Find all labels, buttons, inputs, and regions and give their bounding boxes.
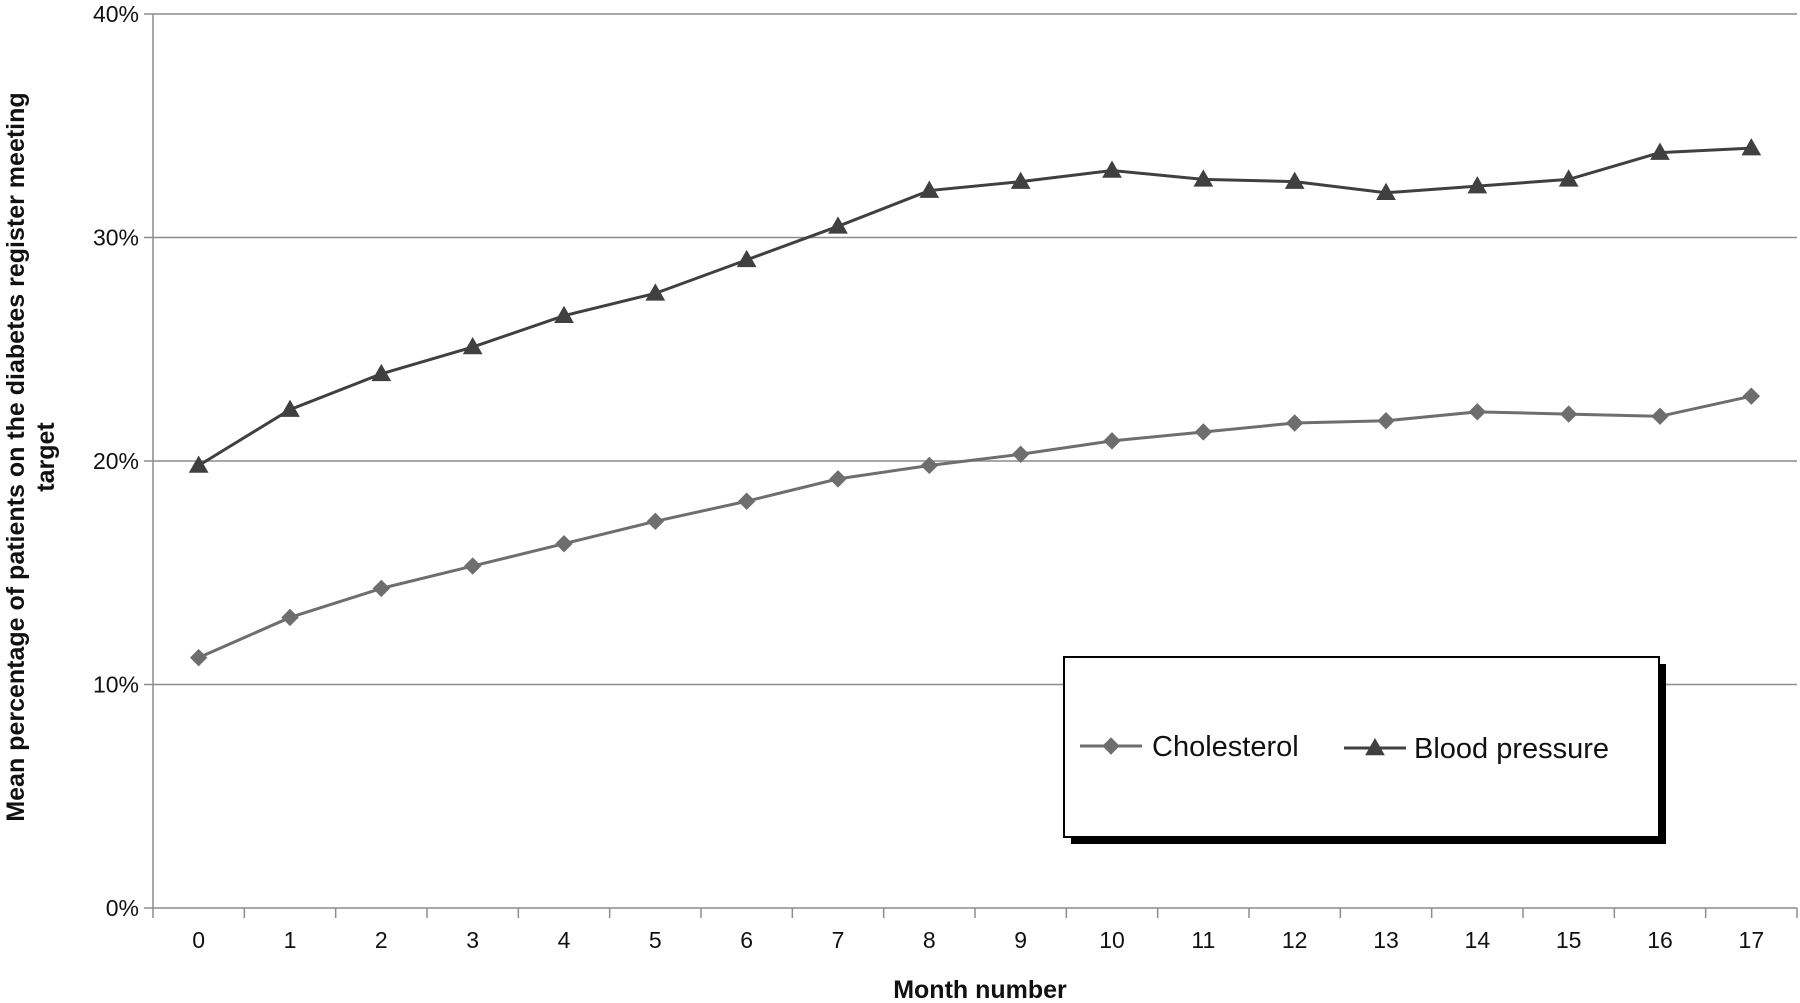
data-point (1376, 182, 1396, 201)
series-cholesterol (189, 387, 1761, 667)
series (188, 138, 1762, 667)
data-point (554, 305, 574, 323)
x-axis-title: Month number (893, 976, 1067, 1003)
x-tick-label: 11 (1191, 927, 1215, 953)
data-point (188, 455, 209, 473)
legend-label: Cholesterol (1152, 731, 1299, 763)
series-line (198, 394, 1752, 660)
x-tick-label: 13 (1373, 927, 1399, 953)
legend-item: Cholesterol (1080, 731, 1299, 763)
data-point (1194, 423, 1213, 441)
data-point (1741, 138, 1762, 156)
data-point (1468, 403, 1487, 421)
data-point (1467, 176, 1488, 194)
x-tick-label: 12 (1282, 927, 1308, 953)
axes (144, 13, 1798, 918)
data-point (1558, 169, 1579, 187)
legend-item: Blood pressure (1344, 733, 1609, 765)
x-tick-label: 7 (832, 927, 845, 953)
data-point (1651, 407, 1669, 426)
data-point (737, 492, 756, 510)
data-point (189, 648, 208, 667)
data-point (1742, 387, 1761, 405)
y-tick-label: 30% (93, 225, 139, 251)
x-tick-label: 1 (284, 927, 297, 953)
x-tick-label: 9 (1014, 927, 1027, 953)
tick-labels: 0%10%20%30%40%0 1 2 3 4 5 6 7 8 9 10 11 12 13 14 15 16 17 (93, 1, 1764, 953)
x-tick-label: 5 (649, 927, 662, 953)
y-tick-label: 10% (93, 672, 139, 698)
data-point (1284, 171, 1305, 189)
data-point (736, 249, 757, 268)
data-point (1559, 405, 1578, 423)
data-point (371, 363, 392, 382)
x-tick-label: 3 (466, 927, 479, 953)
x-tick-label: 17 (1739, 927, 1765, 953)
data-point (280, 399, 300, 417)
data-point (829, 470, 847, 488)
data-point (828, 216, 848, 234)
x-tick-label: 14 (1465, 927, 1491, 953)
y-axis-title-group: Mean percentage of patients on the diabe… (2, 92, 60, 821)
data-point (1102, 160, 1122, 178)
data-point (1011, 445, 1030, 464)
legend-items: Cholesterol Blood pressure (1080, 731, 1609, 765)
data-point (1193, 169, 1214, 187)
data-point (919, 180, 940, 198)
legend-box (1063, 656, 1660, 838)
legend-marker (1365, 737, 1385, 756)
data-point (1103, 432, 1121, 450)
x-tick-label: 6 (740, 927, 753, 953)
x-tick-label: 15 (1556, 927, 1582, 953)
data-point (463, 557, 482, 575)
data-point (281, 608, 299, 627)
y-axis-title-line2: target (32, 422, 60, 492)
data-point (555, 534, 573, 553)
y-tick-label: 0% (106, 895, 139, 921)
data-point (1650, 142, 1670, 160)
y-tick-label: 40% (93, 1, 139, 27)
data-point (646, 512, 665, 531)
data-point (372, 579, 391, 598)
x-tick-label: 8 (923, 927, 936, 953)
legend-label: Blood pressure (1414, 733, 1609, 765)
y-axis-title-line1: Mean percentage of patients on the diabe… (2, 92, 30, 821)
data-point (920, 456, 939, 475)
legend-marker (1102, 737, 1120, 755)
series-blood-pressure (188, 138, 1762, 473)
data-point (462, 337, 483, 355)
data-point (645, 283, 666, 301)
data-point (1010, 171, 1031, 189)
x-tick-label: 10 (1099, 927, 1125, 953)
series-line (197, 146, 1752, 467)
legend: Cholesterol Blood pressure (1063, 656, 1666, 844)
x-tick-label: 2 (375, 927, 388, 953)
x-tick-label: 0 (192, 927, 205, 953)
data-point (1377, 412, 1395, 430)
data-point (1285, 414, 1304, 432)
x-tick-label: 16 (1647, 927, 1673, 953)
y-tick-label: 20% (93, 448, 139, 474)
x-tick-label: 4 (558, 927, 571, 953)
